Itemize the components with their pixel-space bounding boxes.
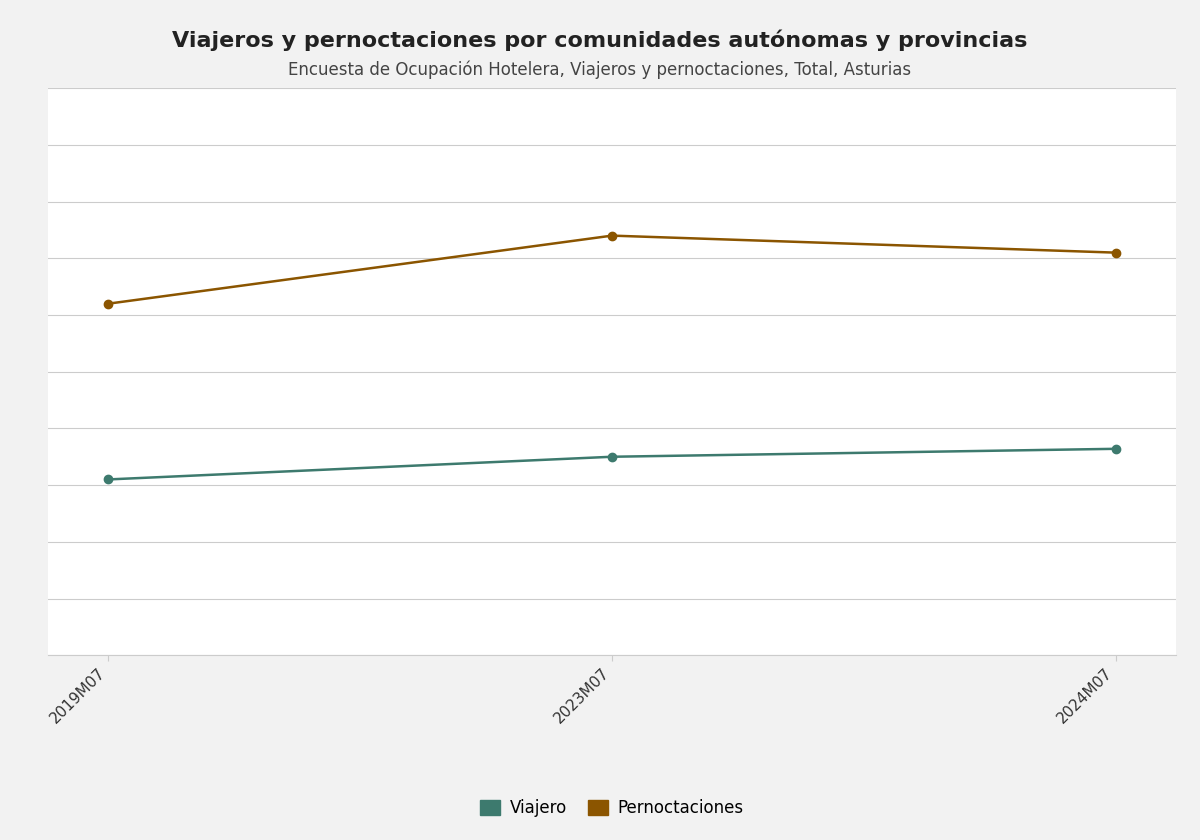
Pernoctaciones (605, 230, 619, 240)
Text: Encuesta de Ocupación Hotelera, Viajeros y pernoctaciones, Total, Asturias: Encuesta de Ocupación Hotelera, Viajeros… (288, 60, 912, 79)
Line: Viajero: Viajero (104, 444, 1120, 484)
Pernoctaciones (101, 298, 115, 308)
Viajero (1109, 444, 1123, 454)
Viajero (605, 452, 619, 462)
Text: Viajeros y pernoctaciones por comunidades autónomas y provincias: Viajeros y pernoctaciones por comunidade… (173, 29, 1027, 51)
Viajero (101, 475, 115, 485)
Legend: Viajero, Pernoctaciones: Viajero, Pernoctaciones (480, 799, 744, 817)
Line: Pernoctaciones: Pernoctaciones (104, 232, 1120, 307)
Pernoctaciones (1109, 248, 1123, 258)
